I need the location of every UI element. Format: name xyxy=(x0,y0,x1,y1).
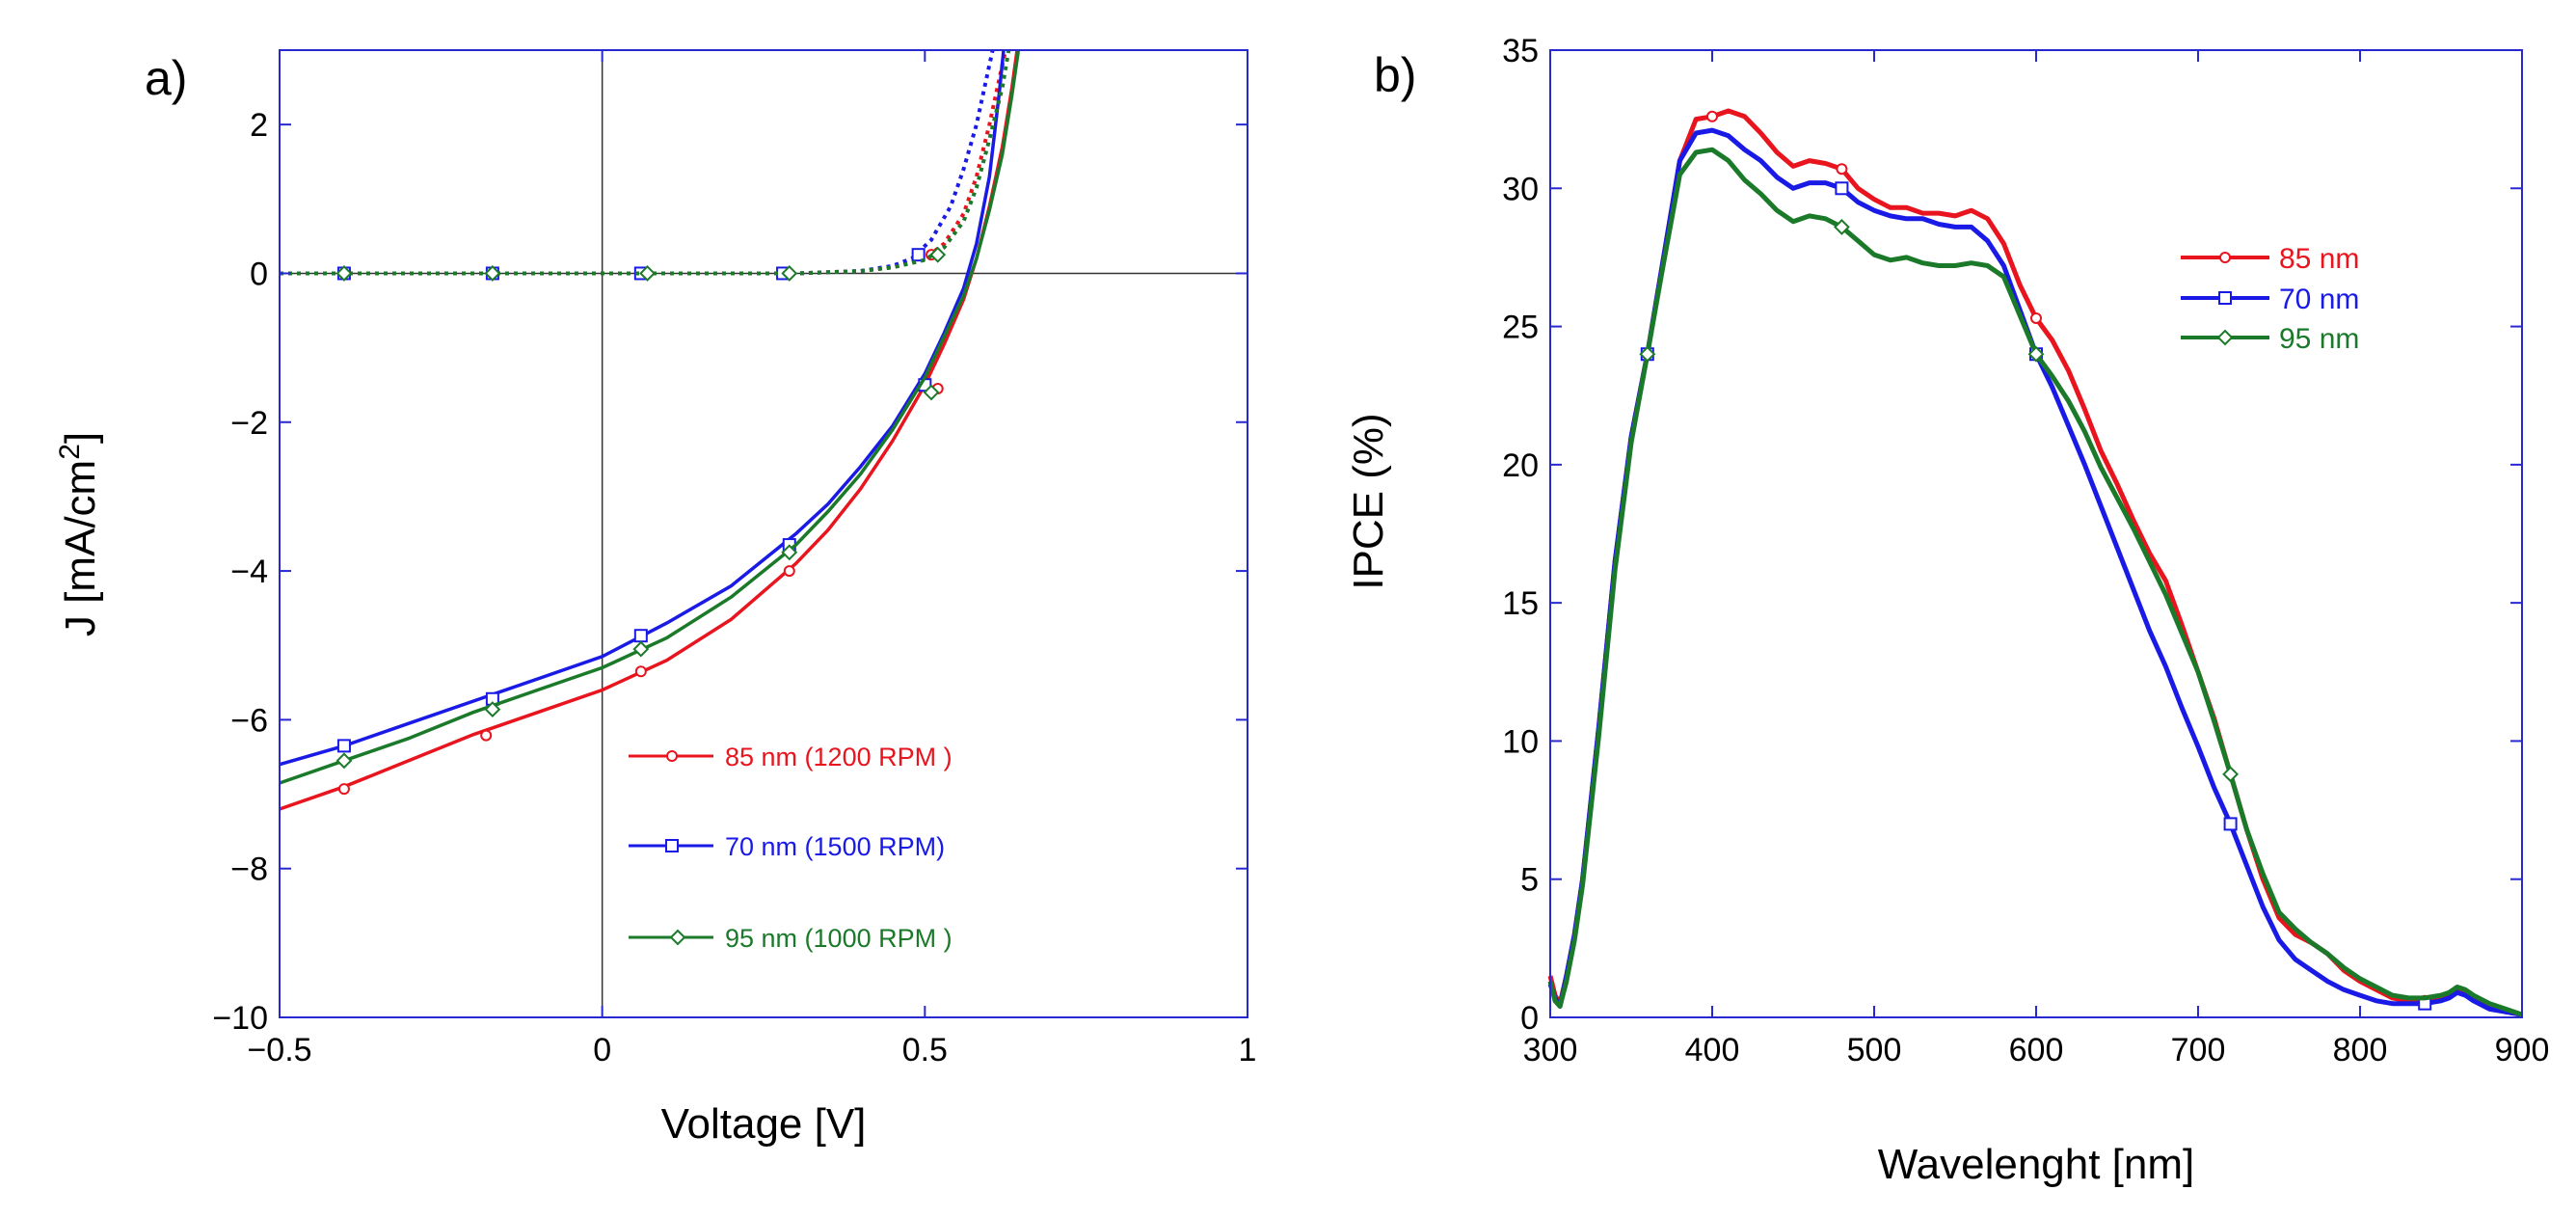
legend-b-marker-95nm xyxy=(2216,329,2234,346)
panel-b: b) 300 400 500 600 700 800 900 0 5 10 15 20 25 30 35 W… xyxy=(1345,33,2549,1188)
ipce-point-95-nm xyxy=(2222,766,2240,783)
ipce-point-70-nm xyxy=(2223,817,2238,831)
dark-point-95-nm-1000-rpm xyxy=(781,265,798,282)
light-point-95-nm-1000-rpm xyxy=(484,701,501,717)
y-tick-label: 20 xyxy=(1502,447,1539,484)
light-point-70-nm-1500-rpm xyxy=(336,739,351,753)
dark-curve-95-nm-1000-rpm xyxy=(280,49,1011,276)
ipce-point-85-nm xyxy=(1706,110,1718,122)
y-tick-label: −2 xyxy=(230,405,268,442)
panel-a-frame xyxy=(279,49,1248,1018)
x-tick-label: 800 xyxy=(2333,1032,2388,1068)
panel-b-x-axis-label: Wavelenght [nm] xyxy=(1878,1141,2195,1188)
legend-b-label-70nm: 70 nm xyxy=(2279,284,2359,315)
ipce-point-85-nm xyxy=(1836,163,1848,176)
light-point-95-nm-1000-rpm xyxy=(781,544,798,561)
legend-a-marker-70nm xyxy=(665,839,679,852)
y-tick-label: 2 xyxy=(250,107,268,144)
x-tick-label: 500 xyxy=(1847,1032,1902,1068)
panel-a-legend: 85 nm (1200 RPM ) 70 nm (1500 RPM) 95 nm… xyxy=(629,743,953,953)
y-tick-label: −10 xyxy=(212,1000,268,1037)
light-point-85-nm-1200-rpm xyxy=(634,665,647,678)
panel-a-label: a) xyxy=(145,51,187,105)
legend-b-label-95nm: 95 nm xyxy=(2279,323,2359,355)
y-tick-label: 25 xyxy=(1502,310,1539,346)
light-point-95-nm-1000-rpm xyxy=(632,640,650,658)
y-tick-label: 5 xyxy=(1520,862,1539,899)
light-point-85-nm-1200-rpm xyxy=(337,783,350,796)
legend-a-label-95nm: 95 nm (1000 RPM ) xyxy=(725,924,953,953)
light-point-85-nm-1200-rpm xyxy=(783,565,795,578)
ipce-point-95-nm xyxy=(1639,345,1656,363)
x-tick-label: −0.5 xyxy=(247,1032,311,1068)
panel-a-x-axis-label: Voltage [V] xyxy=(661,1100,867,1148)
x-tick-label: 0.5 xyxy=(902,1032,948,1068)
ipce-point-95-nm xyxy=(2027,345,2045,363)
legend-b-label-85nm: 85 nm xyxy=(2279,243,2359,275)
legend-b-marker-85nm xyxy=(2219,252,2231,263)
light-curve-70-nm-1500-rpm xyxy=(279,49,1006,767)
x-tick-label: 700 xyxy=(2171,1032,2226,1068)
ipce-point-70-nm xyxy=(1835,181,1849,196)
legend-a-marker-85nm xyxy=(666,750,678,762)
light-point-70-nm-1500-rpm xyxy=(633,629,648,643)
ipce-curve-85-nm xyxy=(1547,108,2523,1017)
panel-b-label: b) xyxy=(1374,48,1416,102)
ipce-curve-70-nm xyxy=(1547,127,2523,1017)
light-curve-85-nm-1200-rpm xyxy=(279,49,1019,811)
panel-a: a) −0.5 0 0.5 1 2 0 −2 −4 −6 −8 −10 Voltage [V] J … xyxy=(54,49,1257,1148)
dark-point-95-nm-1000-rpm xyxy=(484,265,501,282)
panel-a-y-axis-label: J [mA/cm2] xyxy=(54,432,104,636)
ipce-point-95-nm xyxy=(1833,218,1850,235)
legend-a-marker-95nm xyxy=(669,929,686,946)
panel-b-frame xyxy=(1549,49,2523,1018)
dark-point-70-nm-1500-rpm xyxy=(911,248,926,262)
light-point-95-nm-1000-rpm xyxy=(923,384,940,401)
y-tick-label: 35 xyxy=(1502,33,1539,69)
dark-point-95-nm-1000-rpm xyxy=(929,246,947,263)
x-tick-label: 0 xyxy=(593,1032,611,1068)
light-point-85-nm-1200-rpm xyxy=(480,729,493,742)
x-tick-label: 1 xyxy=(1239,1032,1257,1068)
y-tick-label: −6 xyxy=(230,702,268,739)
legend-b-marker-70nm xyxy=(2218,291,2232,305)
dark-point-95-nm-1000-rpm xyxy=(335,265,353,282)
y-tick-label: 0 xyxy=(250,256,268,292)
y-tick-label: 0 xyxy=(1520,1000,1539,1037)
x-tick-label: 600 xyxy=(2009,1032,2064,1068)
light-curve-95-nm-1000-rpm xyxy=(279,49,1021,785)
ipce-curve-95-nm xyxy=(1547,147,2523,1017)
light-point-95-nm-1000-rpm xyxy=(335,752,353,770)
x-tick-label: 400 xyxy=(1685,1032,1740,1068)
panel-b-legend: 85 nm 70 nm 95 nm xyxy=(2181,243,2359,355)
panel-b-y-axis-label: IPCE (%) xyxy=(1345,413,1392,589)
y-tick-label: 10 xyxy=(1502,723,1539,760)
y-tick-label: −4 xyxy=(230,554,268,590)
y-tick-label: 30 xyxy=(1502,171,1539,207)
legend-a-label-70nm: 70 nm (1500 RPM) xyxy=(725,832,945,861)
y-tick-label: 15 xyxy=(1502,585,1539,622)
y-tick-label: −8 xyxy=(230,852,268,888)
dark-curve-70-nm-1500-rpm xyxy=(280,49,995,276)
dark-curve-85-nm-1200-rpm xyxy=(280,49,1007,276)
legend-a-label-85nm: 85 nm (1200 RPM ) xyxy=(725,743,953,771)
dark-point-95-nm-1000-rpm xyxy=(639,265,656,282)
x-tick-label: 300 xyxy=(1523,1032,1578,1068)
ipce-point-85-nm xyxy=(2030,311,2042,324)
x-tick-label: 900 xyxy=(2495,1032,2550,1068)
